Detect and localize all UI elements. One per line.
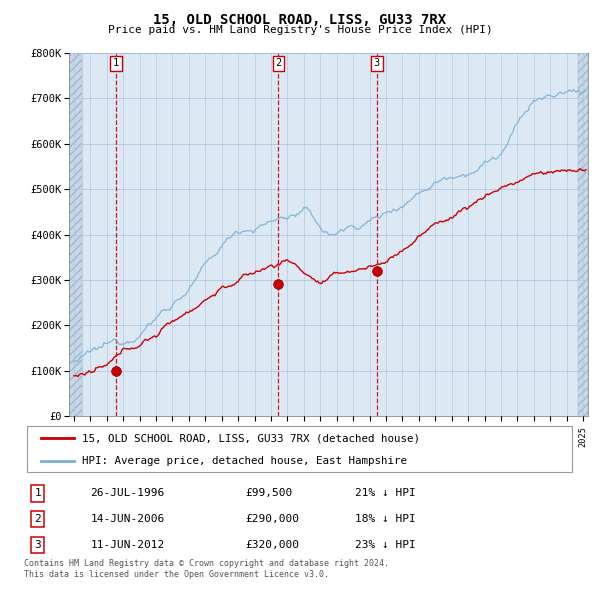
Text: 11-JUN-2012: 11-JUN-2012 bbox=[90, 540, 164, 550]
Text: 23% ↓ HPI: 23% ↓ HPI bbox=[355, 540, 416, 550]
Text: 21% ↓ HPI: 21% ↓ HPI bbox=[355, 489, 416, 499]
Text: 1: 1 bbox=[113, 58, 119, 68]
Text: Contains HM Land Registry data © Crown copyright and database right 2024.: Contains HM Land Registry data © Crown c… bbox=[24, 559, 389, 568]
Text: £99,500: £99,500 bbox=[245, 489, 292, 499]
Text: 1: 1 bbox=[34, 489, 41, 499]
Text: £320,000: £320,000 bbox=[245, 540, 299, 550]
Text: £290,000: £290,000 bbox=[245, 514, 299, 524]
Text: This data is licensed under the Open Government Licence v3.0.: This data is licensed under the Open Gov… bbox=[24, 570, 329, 579]
Text: 15, OLD SCHOOL ROAD, LISS, GU33 7RX (detached house): 15, OLD SCHOOL ROAD, LISS, GU33 7RX (det… bbox=[82, 433, 420, 443]
Text: 2: 2 bbox=[275, 58, 281, 68]
Bar bbox=[69, 53, 82, 416]
Bar bbox=[578, 53, 588, 416]
Text: 14-JUN-2006: 14-JUN-2006 bbox=[90, 514, 164, 524]
Text: Price paid vs. HM Land Registry's House Price Index (HPI): Price paid vs. HM Land Registry's House … bbox=[107, 25, 493, 35]
FancyBboxPatch shape bbox=[27, 426, 572, 472]
Text: 3: 3 bbox=[374, 58, 380, 68]
Text: 3: 3 bbox=[34, 540, 41, 550]
Text: HPI: Average price, detached house, East Hampshire: HPI: Average price, detached house, East… bbox=[82, 455, 407, 466]
Text: 15, OLD SCHOOL ROAD, LISS, GU33 7RX: 15, OLD SCHOOL ROAD, LISS, GU33 7RX bbox=[154, 13, 446, 27]
Text: 26-JUL-1996: 26-JUL-1996 bbox=[90, 489, 164, 499]
Text: 2: 2 bbox=[34, 514, 41, 524]
Bar bbox=[69, 53, 82, 416]
Bar bbox=[578, 53, 588, 416]
Text: 18% ↓ HPI: 18% ↓ HPI bbox=[355, 514, 416, 524]
